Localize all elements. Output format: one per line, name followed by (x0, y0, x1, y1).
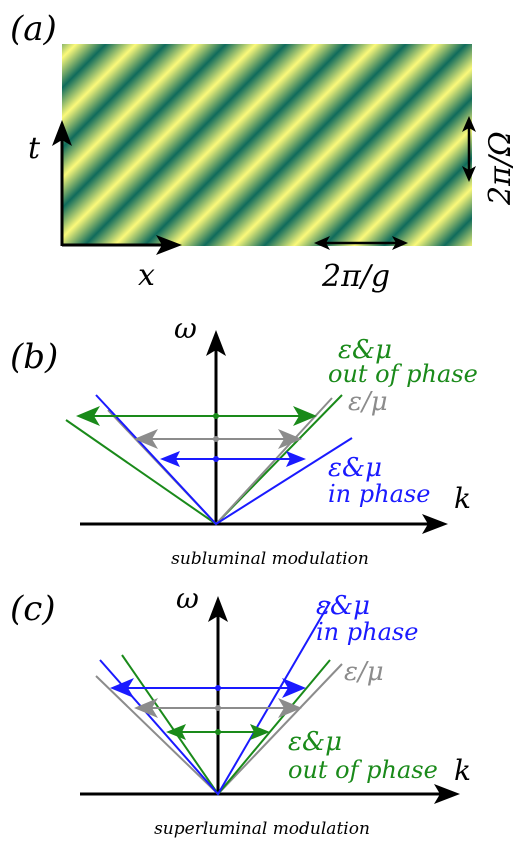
green-label-line2-b: out of phase (328, 360, 478, 388)
gray-arrowhead-right-c (278, 698, 302, 718)
green-dot-b (213, 413, 219, 419)
k-axis-arrowhead-b (422, 514, 448, 534)
gray-label-b: ε/μ (348, 387, 388, 417)
green-arrowhead-left-b (76, 406, 100, 426)
blue-dot-c (215, 685, 221, 691)
gray-arrowhead-right-b (278, 429, 302, 449)
panel-c: (c) ω k ε&μ in phase ε/μ ε&μ out of phas… (10, 582, 471, 839)
temporal-period-arrowhead-bottom (462, 166, 476, 182)
gray-label-c: ε/μ (344, 657, 384, 687)
x-axis-label: x (138, 258, 155, 293)
green-arrowhead-right-b (293, 406, 317, 426)
panel-a: (a) t x 2π/g 2π/Ω (10, 9, 518, 294)
omega-axis-arrowhead-c (208, 596, 228, 622)
gray-arrowhead-left-b (134, 429, 158, 449)
omega-label-c: ω (176, 582, 199, 615)
spatial-period-arrowhead-left (314, 236, 330, 250)
blue-label-line1-b: ε&μ (328, 453, 382, 483)
gray-dot-b (213, 436, 219, 442)
t-axis-label: t (28, 131, 41, 166)
temporal-period-arrowhead-top (462, 116, 476, 132)
k-axis-arrowhead-c (434, 784, 460, 804)
panel-a-label: (a) (10, 9, 57, 49)
gray-arrowhead-left-c (134, 698, 158, 718)
temporal-period-label: 2π/Ω (483, 131, 518, 206)
blue-dot-b (213, 456, 219, 462)
spatial-period-label: 2π/g (321, 259, 390, 294)
blue-label-line1-c: ε&μ (316, 591, 370, 621)
striped-modulation-image (62, 44, 472, 246)
blue-arrowhead-left-c (110, 678, 134, 698)
panel-c-label: (c) (10, 589, 56, 629)
blue-arrowhead-left-b (160, 451, 180, 467)
green-label-line2-c: out of phase (288, 756, 438, 784)
blue-arrowhead-right-b (286, 451, 306, 467)
k-label-c: k (454, 754, 471, 787)
x-axis-arrowhead (156, 235, 182, 255)
green-label-line1-c: ε&μ (288, 727, 342, 757)
green-dot-c (215, 729, 221, 735)
blue-label-line2-b: in phase (328, 480, 430, 508)
blue-cone-c (99, 601, 331, 796)
gray-dot-c (215, 705, 221, 711)
blue-label-line2-c: in phase (316, 618, 418, 646)
panel-b-label: (b) (10, 337, 58, 377)
t-axis-arrowhead (52, 120, 72, 146)
blue-arrowhead-right-c (282, 678, 306, 698)
k-label-b: k (454, 482, 471, 515)
blue-cone-b (95, 394, 353, 526)
caption-c: superluminal modulation (154, 819, 370, 839)
green-arrowhead-left-c (166, 724, 186, 740)
caption-b: subluminal modulation (171, 549, 369, 569)
green-label-line1-b: ε&μ (338, 335, 392, 365)
omega-label-b: ω (174, 312, 197, 345)
panel-b: (b) ω k ε&μ out of phase ε/μ ε&μ in phas… (10, 312, 478, 569)
spatial-period-arrowhead-right (392, 236, 408, 250)
omega-axis-arrowhead-b (206, 330, 226, 356)
green-arrowhead-right-c (250, 724, 270, 740)
